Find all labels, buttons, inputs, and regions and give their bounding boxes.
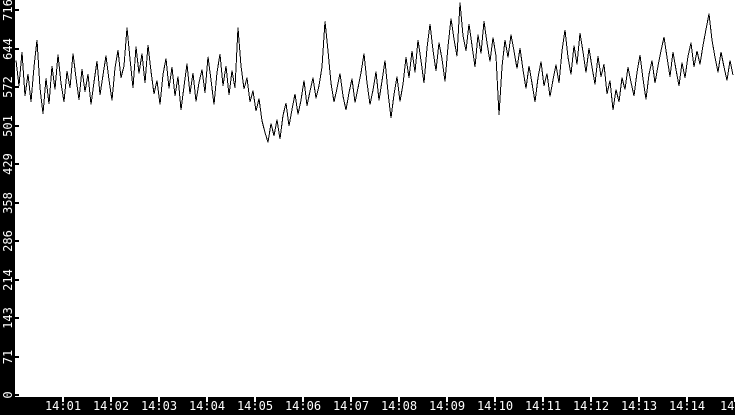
x-tick-label: 14:13 bbox=[620, 399, 658, 413]
y-tick-label: 572 bbox=[1, 76, 15, 99]
x-tick-label: 14:12 bbox=[572, 399, 610, 413]
y-tick-mark bbox=[15, 124, 19, 127]
x-tick-mark bbox=[302, 397, 304, 402]
x-tick-label: 14:07 bbox=[332, 399, 370, 413]
x-tick-label: 14:10 bbox=[476, 399, 514, 413]
y-tick-label: 644 bbox=[1, 37, 15, 60]
x-tick-label: 14:09 bbox=[428, 399, 466, 413]
y-tick-mark bbox=[15, 240, 19, 243]
x-tick-label: 14:02 bbox=[92, 399, 130, 413]
x-tick-mark bbox=[638, 397, 640, 402]
x-tick-label: 14:01 bbox=[44, 399, 82, 413]
x-tick-label: 14:05 bbox=[236, 399, 274, 413]
y-tick-mark bbox=[15, 317, 19, 320]
y-axis bbox=[0, 0, 15, 415]
y-tick-mark bbox=[15, 47, 19, 50]
y-tick-mark bbox=[15, 278, 19, 281]
y-tick-mark bbox=[15, 9, 19, 11]
y-tick-label: 0 bbox=[1, 391, 15, 399]
x-tick-mark bbox=[542, 397, 544, 402]
x-tick-mark bbox=[590, 397, 592, 402]
y-tick-label: 143 bbox=[1, 307, 15, 329]
y-tick-mark bbox=[15, 86, 19, 89]
x-tick-mark bbox=[446, 397, 448, 402]
y-tick-mark bbox=[15, 355, 19, 358]
x-tick-label: 14:03 bbox=[140, 399, 178, 413]
y-tick-label: 286 bbox=[1, 230, 15, 253]
x-tick-mark bbox=[398, 397, 400, 402]
x-tick-mark bbox=[254, 397, 256, 402]
x-tick-mark bbox=[110, 397, 112, 402]
y-tick-mark bbox=[15, 201, 19, 204]
x-tick-label: 14:11 bbox=[524, 399, 562, 413]
y-tick-label: 429 bbox=[1, 153, 15, 176]
x-tick-mark bbox=[206, 397, 208, 402]
x-tick-mark bbox=[686, 397, 688, 402]
y-tick-mark bbox=[15, 163, 19, 166]
y-tick-mark bbox=[15, 394, 19, 396]
y-tick-label: 501 bbox=[1, 114, 15, 137]
y-tick-label: 358 bbox=[1, 191, 15, 214]
x-tick-mark bbox=[62, 397, 64, 402]
x-axis-edge-label: 14 bbox=[720, 399, 735, 413]
x-tick-label: 14:06 bbox=[284, 399, 322, 413]
x-tick-label: 14:04 bbox=[188, 399, 226, 413]
x-tick-mark bbox=[350, 397, 352, 402]
x-tick-mark bbox=[494, 397, 496, 402]
x-axis bbox=[0, 397, 735, 415]
y-tick-label: 716 bbox=[1, 0, 15, 21]
x-tick-label: 14:14 bbox=[668, 399, 706, 413]
x-tick-mark bbox=[158, 397, 160, 402]
x-tick-label: 14:08 bbox=[380, 399, 418, 413]
y-tick-label: 71 bbox=[1, 349, 15, 365]
signal-data-line bbox=[15, 2, 734, 143]
y-tick-label: 214 bbox=[1, 269, 15, 291]
